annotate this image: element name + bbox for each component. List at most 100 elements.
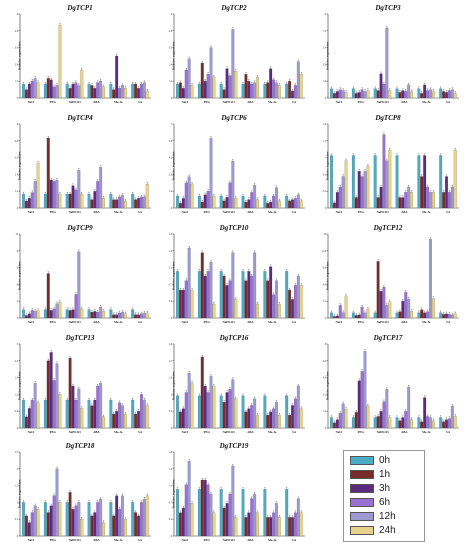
bar bbox=[65, 502, 69, 537]
bar bbox=[187, 247, 191, 319]
legend-item: 6h bbox=[350, 496, 420, 510]
bar bbox=[330, 417, 333, 429]
x-tick-label: ABA bbox=[247, 320, 254, 324]
bar bbox=[58, 25, 62, 99]
bar bbox=[285, 489, 289, 537]
bar bbox=[55, 363, 59, 429]
bar bbox=[338, 413, 342, 429]
y-tick-label: 6 bbox=[17, 123, 19, 126]
x-tick-label: PEG bbox=[204, 210, 211, 214]
bar bbox=[296, 275, 300, 319]
x-tick-label: NaHCO3 bbox=[377, 100, 390, 104]
x-tick-label: NaCl bbox=[182, 538, 189, 542]
x-tick-label: ABA bbox=[247, 100, 254, 104]
y-tick-label: 0 bbox=[17, 207, 19, 210]
bar bbox=[228, 280, 232, 319]
x-tick-label: NaHCO3 bbox=[69, 100, 82, 104]
bar bbox=[231, 465, 235, 537]
x-tick-label: ABA bbox=[93, 538, 100, 542]
bar bbox=[341, 90, 345, 99]
bar bbox=[277, 517, 281, 537]
bar bbox=[445, 313, 448, 319]
bar bbox=[131, 193, 135, 209]
bar bbox=[388, 150, 392, 209]
bar bbox=[181, 88, 185, 99]
y-tick-label: 3.6 bbox=[169, 47, 173, 50]
bar bbox=[429, 417, 432, 429]
bar bbox=[112, 89, 116, 99]
bar bbox=[426, 90, 430, 99]
bar-chart: 0 0.6 1.2 1.8 2.4 3 NaCl PEG NaHCO3 ABA Me-Ja SA bbox=[15, 343, 151, 434]
bar bbox=[299, 512, 303, 537]
x-tick-label: PEG bbox=[50, 100, 57, 104]
bar bbox=[36, 310, 40, 319]
legend-label: 3h bbox=[379, 483, 391, 494]
bar-chart: 0 0.5 1 1.6 2.1 2.6 NaCl PEG NaHCO3 ABA Me-Ja SA bbox=[169, 343, 305, 434]
bar bbox=[417, 312, 421, 319]
y-tick-label: 0 bbox=[171, 427, 173, 430]
bar bbox=[137, 515, 140, 537]
bar bbox=[206, 484, 210, 537]
bar bbox=[269, 411, 273, 429]
bar bbox=[131, 502, 135, 537]
x-tick-label: Me-Ja bbox=[268, 320, 277, 324]
bar bbox=[96, 385, 100, 429]
bar bbox=[395, 417, 399, 429]
x-tick-label: NaHCO3 bbox=[69, 538, 82, 542]
bar bbox=[109, 193, 113, 209]
bar bbox=[379, 73, 383, 99]
y-tick-label: 1.3 bbox=[323, 140, 327, 143]
bar bbox=[382, 134, 386, 209]
bar bbox=[335, 192, 339, 209]
bar bbox=[429, 239, 432, 319]
y-tick-label: 1.1 bbox=[169, 485, 173, 488]
bar bbox=[291, 90, 294, 99]
bar bbox=[200, 201, 204, 209]
bar-chart: 0 1.2 2.4 3.6 4.8 6 NaCl PEG NaHCO3 ABA Me-Ja SA bbox=[15, 13, 151, 104]
chart-title: DgTCP1 bbox=[67, 4, 93, 12]
bar bbox=[55, 179, 59, 209]
bar bbox=[272, 195, 276, 209]
x-tick-label: NaHCO3 bbox=[223, 320, 236, 324]
bar bbox=[431, 420, 435, 429]
bar bbox=[145, 405, 149, 429]
x-tick-label: NaCl bbox=[336, 210, 343, 214]
x-tick-label: NaCl bbox=[336, 430, 343, 434]
bar bbox=[22, 399, 25, 429]
bar bbox=[140, 502, 143, 537]
bar-chart: 0 0.4 0.7 1.1 1.4 1.8 NaCl PEG NaHCO3 ABA Me-Ja SA bbox=[169, 233, 305, 324]
x-tick-label: ABA bbox=[93, 320, 100, 324]
y-tick-label: 2.5 bbox=[15, 451, 19, 454]
bar-chart: 0 0.5 1 1.5 2 2.5 NaCl PEG NaHCO3 ABA Me-Ja SA bbox=[15, 451, 151, 542]
bar bbox=[335, 315, 339, 319]
bar bbox=[65, 309, 69, 319]
bar bbox=[87, 502, 91, 537]
y-tick-label: 0.6 bbox=[15, 410, 19, 413]
x-tick-label: ABA bbox=[401, 100, 408, 104]
bar bbox=[398, 197, 402, 209]
bar bbox=[137, 411, 140, 429]
x-tick-label: NaCl bbox=[182, 430, 189, 434]
bar bbox=[445, 92, 448, 99]
bar bbox=[344, 160, 348, 209]
bar bbox=[426, 311, 430, 319]
x-tick-label: ABA bbox=[93, 210, 100, 214]
bar bbox=[200, 62, 204, 99]
bar bbox=[277, 85, 281, 99]
bar bbox=[228, 389, 232, 429]
bar bbox=[181, 408, 185, 429]
bar bbox=[299, 200, 303, 209]
x-tick-label: Me-Ja bbox=[422, 210, 431, 214]
bar bbox=[453, 416, 457, 429]
bar bbox=[263, 489, 267, 537]
bar bbox=[102, 86, 105, 99]
bar bbox=[49, 310, 53, 319]
bar bbox=[388, 301, 392, 319]
bar bbox=[253, 185, 257, 209]
bar bbox=[333, 316, 336, 319]
chart-title: DgTCP3 bbox=[375, 4, 401, 12]
bar bbox=[354, 412, 358, 429]
bar bbox=[277, 415, 281, 429]
bar bbox=[376, 261, 380, 319]
y-tick-label: 8 bbox=[325, 343, 327, 346]
